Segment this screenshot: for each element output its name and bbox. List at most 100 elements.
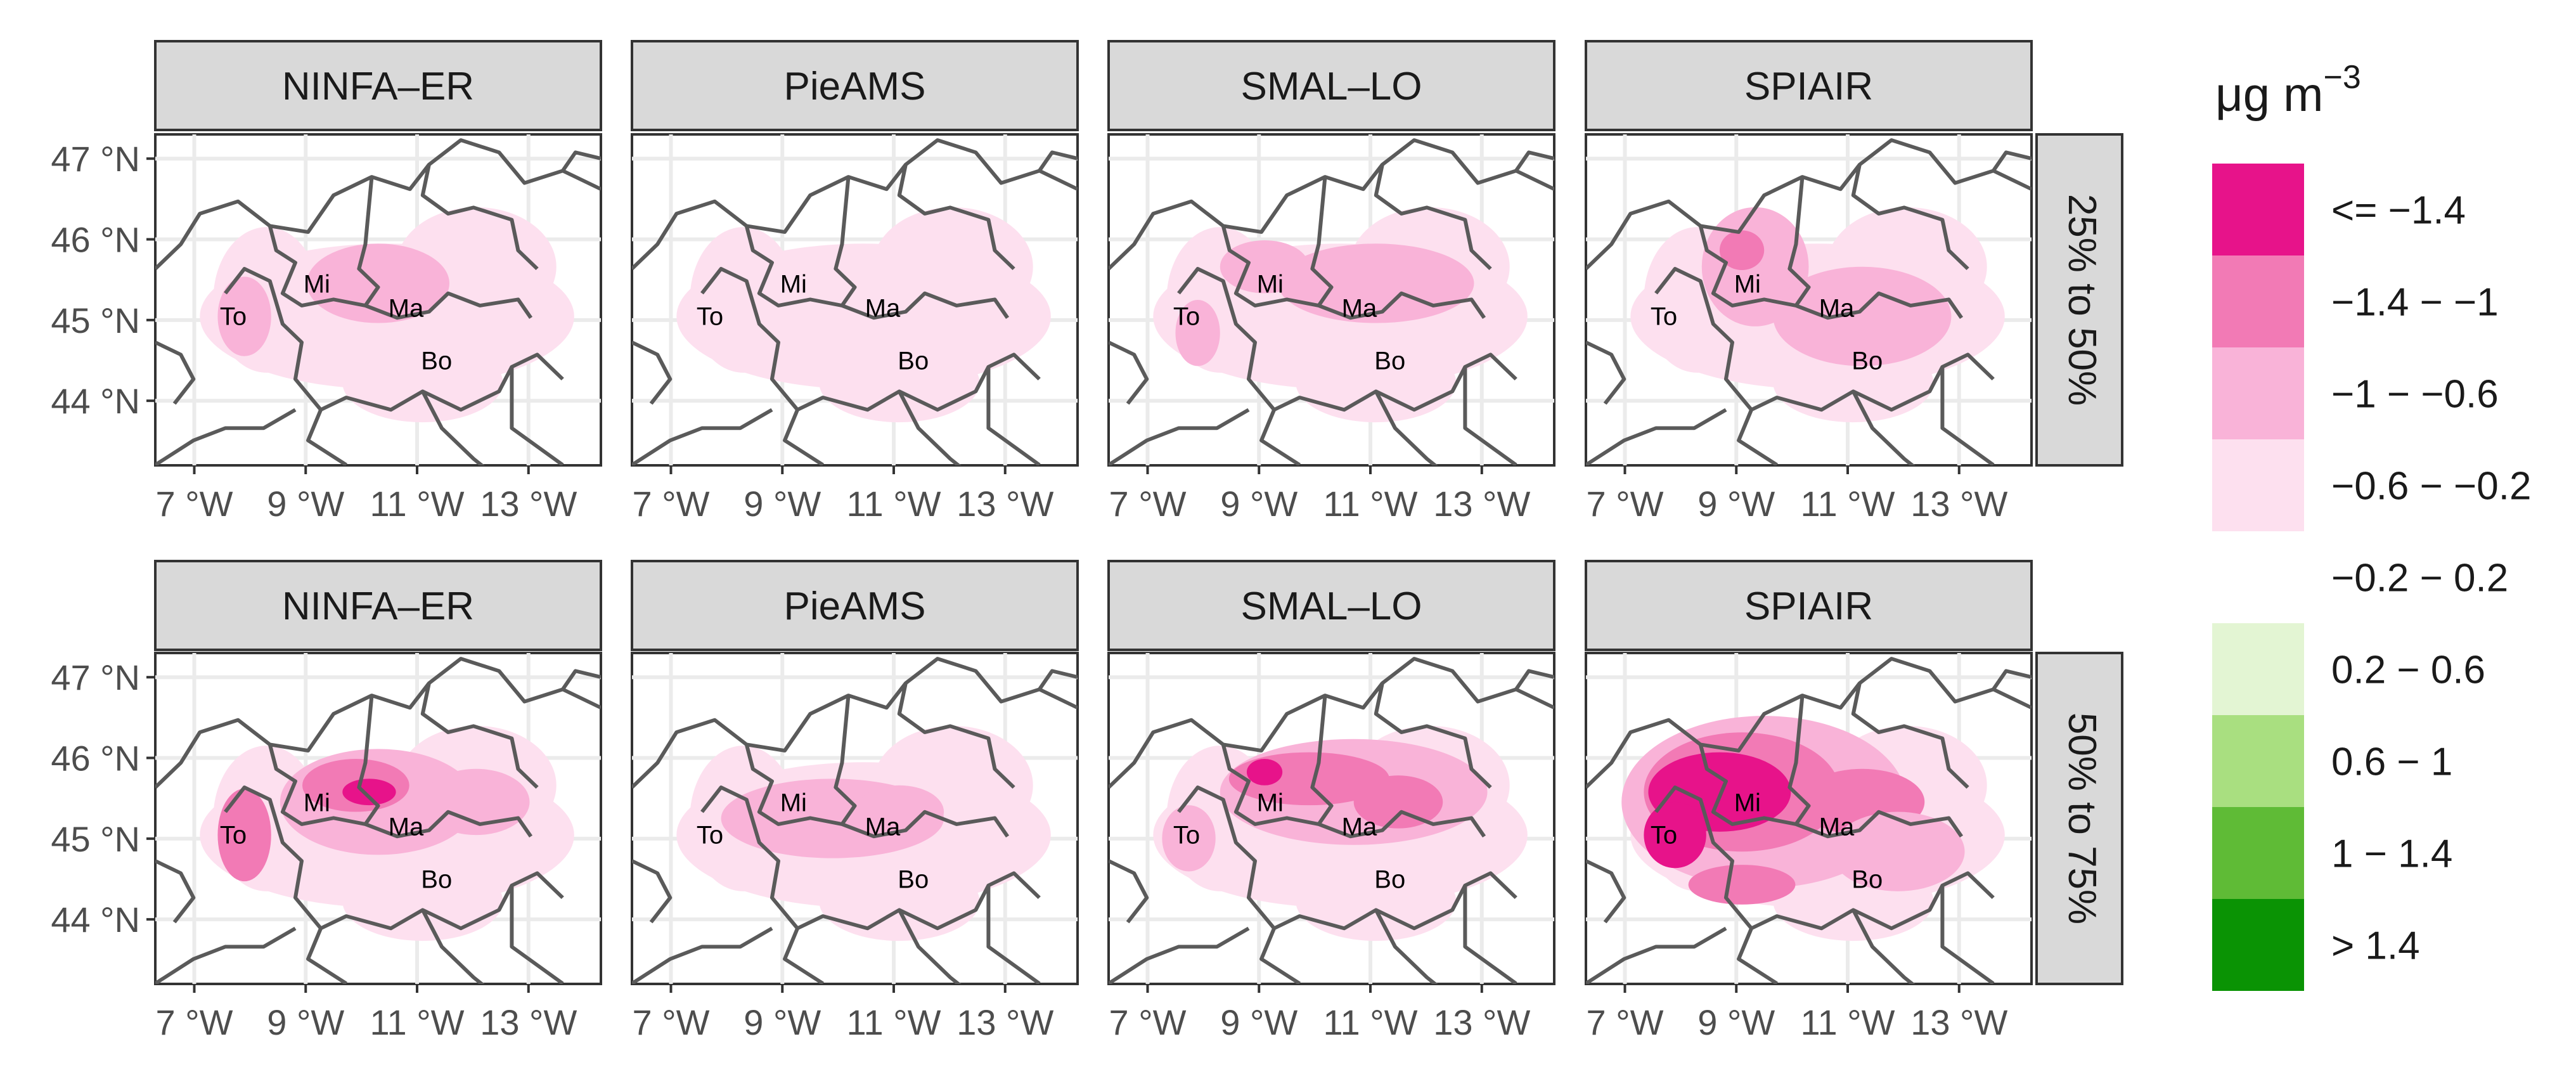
panel-map-area: To Mi Ma Bo [1109, 134, 1554, 465]
anomaly-field [1296, 861, 1457, 941]
city-label-bo: Bo [1374, 865, 1405, 893]
axis-labels: 7 °W 9 °W 11 °W 13 °W 7 °W 9 °W 11 °W 13 °W 7 °W… [51, 139, 2007, 1042]
x-tick-label: 13 °W [480, 1002, 577, 1042]
x-tick-label: 9 °W [1220, 1002, 1298, 1042]
anomaly-field [1644, 801, 1706, 869]
x-tick-label: 13 °W [480, 484, 577, 524]
legend-label: 0.2 − 0.6 [2331, 649, 2485, 692]
column-strip-r2-c2: PieAMS [631, 560, 1079, 651]
x-tick-label: 11 °W [847, 484, 941, 524]
city-label-mi: Mi [780, 271, 807, 299]
strip-background [1585, 40, 2033, 131]
anomaly-field [1688, 865, 1796, 905]
x-tick-label: 7 °W [1587, 484, 1664, 524]
panel-r1-c1: NINFA–ER To Mi Ma Bo [154, 40, 602, 467]
y-tick-label: 44 °N [51, 381, 140, 421]
city-label-bo: Bo [1852, 347, 1883, 375]
panel-r2-c3: SMAL–LO To Mi Ma Bo [1107, 560, 1555, 985]
strip-background [631, 560, 1079, 651]
panel-r1-c3: SMAL–LO To Mi Ma Bo [1107, 40, 1555, 467]
x-tick-label: 11 °W [847, 1002, 941, 1042]
y-tick-label: 45 °N [51, 819, 140, 859]
x-tick-label: 7 °W [633, 484, 710, 524]
panel-map-area: To Mi Ma Bo [1109, 653, 1554, 984]
strip-background [154, 560, 602, 651]
column-strip-r2-c1: NINFA–ER [154, 560, 602, 651]
anomaly-field [1162, 805, 1216, 872]
anomaly-field [1719, 230, 1765, 271]
x-tick-label: 11 °W [1323, 484, 1418, 524]
x-tick-label: 9 °W [1697, 484, 1775, 524]
anomaly-field [217, 276, 271, 356]
x-tick-label: 7 °W [1109, 1002, 1187, 1042]
anomaly-field [1246, 759, 1283, 785]
x-tick-label: 11 °W [1801, 1002, 1895, 1042]
panel-map-area: To Mi Ma Bo [155, 653, 601, 984]
column-strip-r1-c2: PieAMS [631, 40, 1079, 131]
y-tick-label: 47 °N [51, 139, 140, 179]
x-tick-label: 13 °W [1910, 1002, 2007, 1042]
facet-grid: NINFA–ER To Mi Ma Bo PieAMS To Mi Ma Bo SMAL–LO To M… [154, 40, 2123, 985]
legend-entry-9: > 1.4 [2212, 899, 2420, 991]
panel-map-area: To Mi Ma Bo [1586, 653, 2032, 984]
legend-entry-8: 1 − 1.4 [2212, 807, 2452, 899]
panel-r1-c4: SPIAIR To Mi Ma Bo [1585, 40, 2033, 467]
panel-map-area: To Mi Ma Bo [1586, 134, 2032, 465]
column-strip-label: PieAMS [784, 65, 926, 108]
legend-label: −0.2 − 0.2 [2331, 557, 2508, 600]
city-label-ma: Ma [389, 295, 424, 323]
x-tick-label: 13 °W [956, 1002, 1053, 1042]
panel-r2-c1: NINFA–ER To Mi Ma Bo [154, 560, 602, 985]
y-tick-label: 44 °N [51, 900, 140, 940]
column-strip-r1-c1: NINFA–ER [154, 40, 602, 131]
row-strip-label: 50% to 75% [2060, 713, 2104, 924]
legend-title: μg m−3 [2215, 59, 2361, 122]
city-label-mi: Mi [304, 789, 330, 817]
city-label-ma: Ma [389, 813, 424, 841]
city-label-mi: Mi [1734, 271, 1761, 299]
city-label-mi: Mi [1734, 789, 1761, 817]
strip-background [1107, 560, 1555, 651]
legend-label: −1 − −0.6 [2331, 373, 2499, 417]
city-label-bo: Bo [1852, 865, 1883, 893]
city-label-ma: Ma [865, 295, 901, 323]
city-label-ma: Ma [1819, 295, 1855, 323]
legend-label: <= −1.4 [2331, 189, 2466, 233]
x-tick-label: 11 °W [1801, 484, 1895, 524]
city-label-bo: Bo [421, 347, 452, 375]
x-tick-label: 9 °W [744, 1002, 821, 1042]
city-label-bo: Bo [1374, 347, 1405, 375]
column-strip-label: SMAL–LO [1240, 585, 1422, 628]
legend-label: −1.4 − −1 [2331, 281, 2499, 325]
city-label-mi: Mi [1257, 789, 1284, 817]
legend-swatch [2212, 899, 2304, 991]
legend-swatch [2212, 164, 2304, 255]
column-strip-label: SPIAIR [1744, 585, 1873, 628]
legend-swatch [2212, 623, 2304, 715]
x-tick-label: 7 °W [1109, 484, 1187, 524]
x-tick-label: 9 °W [267, 1002, 344, 1042]
y-tick-label: 45 °N [51, 301, 140, 340]
city-label-mi: Mi [780, 789, 807, 817]
legend-swatch [2212, 531, 2304, 623]
column-strip-label: SMAL–LO [1240, 65, 1422, 108]
legend: μg m−3 <= −1.4 −1.4 − −1 −1 − −0.6 −0.6 − −0… [2212, 59, 2531, 991]
panel-map-area: To Mi Ma Bo [632, 134, 1078, 465]
panel-r1-c2: PieAMS To Mi Ma Bo [631, 40, 1079, 467]
y-tick-label: 47 °N [51, 657, 140, 697]
x-tick-label: 13 °W [956, 484, 1053, 524]
anomaly-field [217, 789, 271, 882]
y-tick-label: 46 °N [51, 220, 140, 260]
x-tick-label: 13 °W [1910, 484, 2007, 524]
legend-label: 0.6 − 1 [2331, 740, 2452, 784]
x-tick-label: 9 °W [1220, 484, 1298, 524]
legend-swatch [2212, 807, 2304, 899]
city-label-to: To [1173, 302, 1200, 330]
legend-swatch [2212, 347, 2304, 439]
x-tick-label: 7 °W [156, 484, 233, 524]
legend-entry-5: −0.2 − 0.2 [2212, 531, 2508, 623]
legend-label: −0.6 − −0.2 [2331, 465, 2531, 508]
x-tick-label: 11 °W [370, 1002, 465, 1042]
legend-swatch [2212, 439, 2304, 531]
row-strip-1: 25% to 50% [2035, 133, 2123, 467]
